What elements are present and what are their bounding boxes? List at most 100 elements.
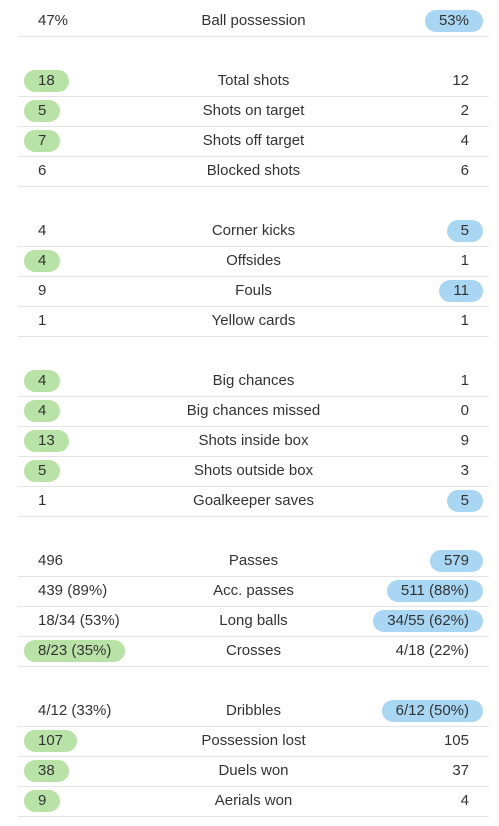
away-value-highlight: 11	[439, 280, 483, 302]
stat-row-possession-lost: 107 Possession lost 105	[18, 726, 489, 757]
stat-label: Possession lost	[201, 732, 306, 749]
away-value-text: 0	[460, 402, 469, 419]
away-value: 4	[455, 126, 489, 156]
away-value: 4	[455, 786, 489, 816]
stat-row-yellow-cards: 1 Yellow cards 1	[18, 306, 489, 337]
home-value-text: 1	[38, 312, 47, 329]
away-value-text: 2	[460, 102, 469, 119]
stat-label: Shots off target	[202, 132, 305, 149]
home-value: 38	[18, 756, 69, 786]
away-value: 5	[446, 486, 489, 516]
home-value-highlight: 4	[24, 400, 61, 422]
home-value-text: 4	[38, 222, 47, 239]
home-value-highlight: 5	[24, 100, 61, 122]
away-value-text: 105	[443, 732, 469, 749]
away-value: 11	[439, 276, 489, 306]
stat-row-acc-passes: 439 (89%) Acc. passes 511 (88%)	[18, 576, 489, 607]
away-value: 1	[455, 366, 489, 396]
home-value-highlight: 8/23 (35%)	[24, 640, 126, 662]
home-value: 4	[18, 246, 61, 276]
stat-row-long-balls: 18/34 (53%) Long balls 34/55 (62%)	[18, 606, 489, 637]
home-value: 9	[18, 786, 61, 816]
stat-row-aerials-won: 9 Aerials won 4	[18, 786, 489, 817]
home-value: 8/23 (35%)	[18, 636, 126, 666]
away-value: 34/55 (62%)	[373, 606, 489, 636]
away-value: 1	[455, 306, 489, 336]
away-value-highlight: 34/55 (62%)	[373, 610, 483, 632]
home-value: 496	[18, 546, 69, 576]
home-value: 5	[18, 96, 61, 126]
home-value-text: 6	[38, 162, 47, 179]
away-value: 579	[429, 546, 489, 576]
stat-row-dribbles: 4/12 (33%) Dribbles 6/12 (50%)	[18, 696, 489, 727]
away-value-text: 12	[452, 72, 469, 89]
away-value-text: 4/18 (22%)	[395, 642, 469, 659]
away-value: 105	[438, 726, 489, 756]
away-value-text: 1	[460, 372, 469, 389]
home-value: 5	[18, 456, 61, 486]
stat-label: Shots inside box	[198, 432, 309, 449]
home-value-text: 47%	[38, 12, 69, 29]
stat-row-big-chances-missed: 4 Big chances missed 0	[18, 396, 489, 427]
home-value-highlight: 18	[24, 70, 69, 92]
home-value: 439 (89%)	[18, 576, 113, 606]
away-value: 9	[455, 426, 489, 456]
away-value: 6	[455, 156, 489, 186]
stat-label: Big chances	[212, 372, 295, 389]
away-value-text: 6	[460, 162, 469, 179]
home-value: 13	[18, 426, 69, 456]
home-value-highlight: 7	[24, 130, 61, 152]
home-value-highlight: 4	[24, 370, 61, 392]
home-value: 18/34 (53%)	[18, 606, 126, 636]
home-value: 6	[18, 156, 52, 186]
home-value-highlight: 5	[24, 460, 61, 482]
away-value-highlight: 6/12 (50%)	[381, 700, 483, 722]
away-value: 2	[455, 96, 489, 126]
stat-row-corner-kicks: 4 Corner kicks 5	[18, 216, 489, 247]
stat-label: Shots outside box	[193, 462, 314, 479]
home-value-text: 1	[38, 492, 47, 509]
home-value: 18	[18, 66, 69, 96]
home-value: 4/12 (33%)	[18, 696, 117, 726]
home-value: 4	[18, 216, 52, 246]
home-value: 4	[18, 396, 61, 426]
stat-label: Total shots	[217, 72, 290, 89]
away-value: 1	[455, 246, 489, 276]
home-value-highlight: 107	[24, 730, 78, 752]
away-value: 53%	[424, 6, 489, 36]
away-value: 6/12 (50%)	[381, 696, 489, 726]
stat-label: Shots on target	[202, 102, 305, 119]
home-value-text: 4/12 (33%)	[38, 702, 112, 719]
away-value: 12	[446, 66, 489, 96]
away-value-text: 1	[460, 252, 469, 269]
stat-label: Goalkeeper saves	[193, 492, 314, 509]
stat-label: Fouls	[235, 282, 272, 299]
away-value-highlight: 579	[429, 550, 483, 572]
home-value-text: 18/34 (53%)	[38, 612, 120, 629]
home-value-highlight: 38	[24, 760, 69, 782]
away-value: 4/18 (22%)	[390, 636, 489, 666]
stat-row-crosses: 8/23 (35%) Crosses 4/18 (22%)	[18, 636, 489, 667]
stat-row-shots-inside-box: 13 Shots inside box 9	[18, 426, 489, 457]
away-value: 3	[455, 456, 489, 486]
home-value: 107	[18, 726, 78, 756]
away-value-highlight: 5	[446, 490, 483, 512]
stat-row-big-chances: 4 Big chances 1	[18, 366, 489, 397]
stat-label: Passes	[228, 552, 279, 569]
stat-row-goalkeeper-saves: 1 Goalkeeper saves 5	[18, 486, 489, 517]
stat-row-offsides: 4 Offsides 1	[18, 246, 489, 277]
home-value-highlight: 13	[24, 430, 69, 452]
away-value-text: 3	[460, 462, 469, 479]
home-value: 1	[18, 306, 52, 336]
stat-row-duels-won: 38 Duels won 37	[18, 756, 489, 787]
stat-row-ball-possession: 47% Ball possession 53%	[18, 6, 489, 37]
home-value: 47%	[18, 6, 74, 36]
away-value-highlight: 53%	[424, 10, 483, 32]
stat-row-passes: 496 Passes 579	[18, 546, 489, 577]
stat-label: Aerials won	[214, 792, 293, 809]
away-value-text: 9	[460, 432, 469, 449]
stat-row-shots-on-target: 5 Shots on target 2	[18, 96, 489, 127]
stat-row-shots-outside-box: 5 Shots outside box 3	[18, 456, 489, 487]
away-value-text: 4	[460, 792, 469, 809]
